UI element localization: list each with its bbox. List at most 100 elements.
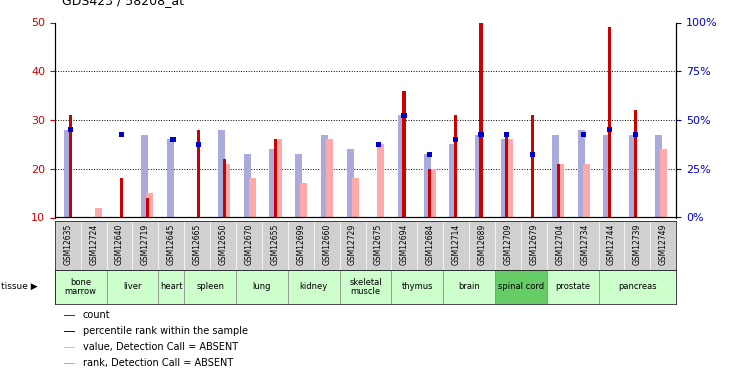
Bar [249,178,256,218]
Bar [505,135,508,218]
Bar [398,115,405,218]
Bar [236,270,288,304]
Bar [69,115,72,218]
Text: prostate: prostate [555,282,590,291]
Text: GSM12694: GSM12694 [400,224,409,265]
Text: liver: liver [124,282,142,291]
Bar [244,154,251,218]
Bar [145,198,149,217]
Text: GSM12675: GSM12675 [374,224,383,265]
Text: GSM12729: GSM12729 [348,224,357,265]
Bar [654,135,662,218]
Bar [556,164,560,218]
Text: GSM12679: GSM12679 [529,224,538,265]
Bar [547,270,599,304]
Text: GSM12734: GSM12734 [581,224,590,265]
Bar [288,270,340,304]
Bar [450,144,456,218]
Bar [428,169,436,217]
Bar [583,164,590,218]
Text: count: count [83,310,110,321]
Bar [634,110,637,218]
Bar [454,115,457,218]
Text: GSM12744: GSM12744 [607,224,616,265]
Bar [218,130,225,218]
Bar [391,270,443,304]
Bar [340,270,391,304]
Bar [629,135,636,218]
Text: rank, Detection Call = ABSENT: rank, Detection Call = ABSENT [83,358,233,368]
Text: thymus: thymus [401,282,433,291]
Bar [120,178,123,218]
Bar [275,140,281,218]
Bar [326,140,333,218]
Bar [346,149,354,217]
Bar [95,208,102,218]
Bar [270,149,276,217]
Bar [64,315,75,316]
Bar [608,27,611,218]
Text: percentile rank within the sample: percentile rank within the sample [83,326,248,336]
Text: kidney: kidney [300,282,327,291]
Bar [107,270,159,304]
Text: GSM12704: GSM12704 [555,224,564,265]
Text: GSM12719: GSM12719 [141,224,150,265]
Bar [68,127,73,132]
Text: GSM12655: GSM12655 [270,224,279,265]
Text: tissue ▶: tissue ▶ [1,282,38,291]
Text: GSM12670: GSM12670 [244,224,254,265]
Text: GSM12709: GSM12709 [504,224,512,265]
Text: GSM12665: GSM12665 [193,224,202,265]
Bar [531,115,534,218]
Bar [427,152,432,157]
Text: GSM12635: GSM12635 [64,224,72,265]
Bar [167,140,174,218]
Bar [632,132,637,137]
Bar [557,164,564,218]
Text: GSM12640: GSM12640 [115,224,124,265]
Bar [530,152,535,157]
Text: value, Detection Call = ABSENT: value, Detection Call = ABSENT [83,342,238,352]
Bar [184,270,236,304]
Text: GSM12714: GSM12714 [452,224,461,265]
Bar [376,142,381,147]
Bar [577,130,585,218]
Text: lung: lung [253,282,271,291]
Bar [475,135,482,218]
Bar [401,112,406,118]
Bar [197,130,200,218]
Bar [443,270,495,304]
Bar [506,140,513,218]
Bar [170,137,175,142]
Text: GSM12739: GSM12739 [633,224,642,265]
Bar [223,159,226,218]
Bar [223,164,230,218]
Bar [581,132,586,137]
Bar [403,91,406,218]
Bar [55,270,107,304]
Text: spleen: spleen [196,282,224,291]
Bar [141,135,148,218]
Text: GDS423 / 58208_at: GDS423 / 58208_at [62,0,184,8]
Bar [603,135,610,218]
Bar [599,270,676,304]
Text: GSM12749: GSM12749 [659,224,667,265]
Text: GSM12650: GSM12650 [219,224,227,265]
Text: GSM12645: GSM12645 [167,224,176,265]
Bar [504,132,510,137]
Bar [321,135,328,218]
Text: spinal cord: spinal cord [498,282,544,291]
Bar [377,144,385,218]
Text: brain: brain [458,282,480,291]
Bar [552,135,559,218]
Text: pancreas: pancreas [618,282,656,291]
Bar [146,193,154,217]
Text: GSM12699: GSM12699 [296,224,306,265]
Bar [64,130,71,218]
Bar [479,132,484,137]
Bar [64,347,75,348]
Bar [423,154,431,218]
Bar [64,363,75,364]
Text: skeletal
muscle: skeletal muscle [349,278,382,296]
Bar [428,169,431,217]
